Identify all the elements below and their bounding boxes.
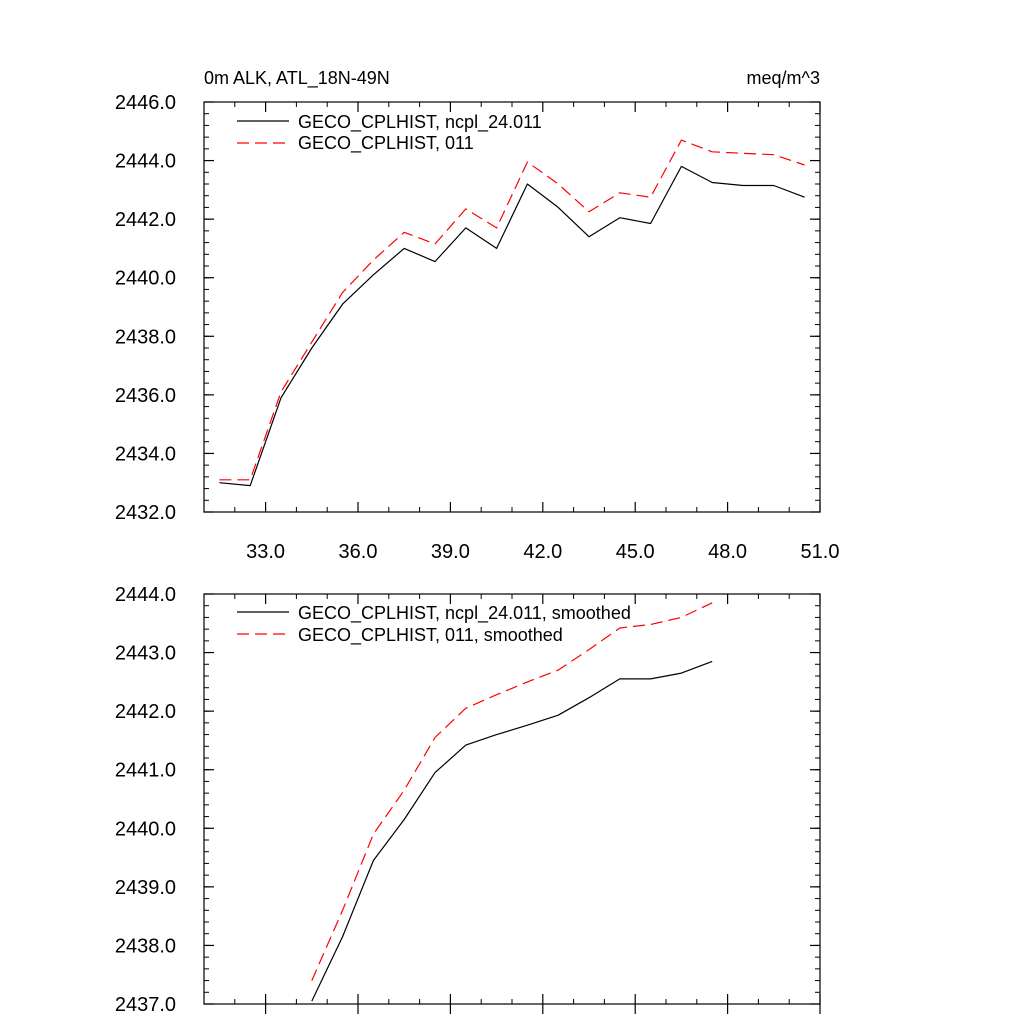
legend-label-series-2: GECO_CPLHIST, 011	[298, 133, 474, 154]
x-tick-label: 51.0	[801, 541, 840, 563]
y-tick-label: 2436.0	[115, 385, 176, 407]
series-lines	[219, 139, 805, 487]
series-line-1	[311, 660, 713, 1002]
tick-marks	[204, 593, 821, 1014]
y-tick-label: 2442.0	[115, 209, 176, 231]
plot-frame	[203, 101, 821, 513]
series-line-1	[219, 165, 805, 487]
x-tick-label: 33.0	[246, 541, 285, 563]
y-tick-label: 2432.0	[115, 502, 176, 524]
series-line-2	[219, 139, 805, 481]
y-tick-labels: 2432.0 2434.0 2436.0 2438.0 2440.0 2442.0 2444…	[115, 92, 176, 524]
x-tick-label: 39.0	[431, 541, 470, 563]
y-tick-label: 2440.0	[115, 268, 176, 290]
y-tick-label: 2437.0	[115, 994, 176, 1016]
y-tick-label: 2443.0	[115, 643, 176, 665]
top-panel: 0m ALK, ATL_18N-49N meq/m^3 2432.0 2434.0…	[115, 68, 840, 563]
y-tick-label: 2438.0	[115, 935, 176, 957]
tick-marks	[204, 101, 821, 513]
y-tick-label: 2446.0	[115, 92, 176, 114]
x-tick-label: 45.0	[616, 541, 655, 563]
y-tick-label: 2444.0	[115, 151, 176, 173]
x-tick-label: 36.0	[339, 541, 378, 563]
x-tick-labels: 33.0 36.0 39.0 42.0 45.0 48.0 51.0	[246, 541, 839, 563]
legend-label-series-2: GECO_CPLHIST, 011, smoothed	[298, 625, 563, 646]
y-tick-label: 2440.0	[115, 818, 176, 840]
plot-frame	[203, 593, 821, 1005]
panel-title: 0m ALK, ATL_18N-49N	[204, 68, 390, 89]
x-tick-label: 42.0	[523, 541, 562, 563]
y-tick-label: 2442.0	[115, 701, 176, 723]
series-line-2	[311, 602, 713, 981]
y-tick-label: 2444.0	[115, 584, 176, 606]
legend-label-series-1: GECO_CPLHIST, ncpl_24.011	[298, 112, 542, 133]
bottom-panel: 2437.0 2438.0 2439.0 2440.0 2441.0 2442.0 2443…	[115, 584, 821, 1016]
series-lines	[311, 602, 713, 1002]
units-label: meq/m^3	[747, 68, 820, 88]
legend: GECO_CPLHIST, ncpl_24.011, smoothed GECO…	[237, 603, 631, 646]
y-tick-label: 2439.0	[115, 877, 176, 899]
y-tick-label: 2438.0	[115, 326, 176, 348]
y-tick-label: 2441.0	[115, 760, 176, 782]
legend-label-series-1: GECO_CPLHIST, ncpl_24.011, smoothed	[298, 603, 631, 624]
y-tick-label: 2434.0	[115, 443, 176, 465]
legend: GECO_CPLHIST, ncpl_24.011 GECO_CPLHIST, …	[237, 112, 542, 154]
x-tick-label: 48.0	[708, 541, 747, 563]
y-tick-labels: 2437.0 2438.0 2439.0 2440.0 2441.0 2442.0 2443…	[115, 584, 176, 1016]
